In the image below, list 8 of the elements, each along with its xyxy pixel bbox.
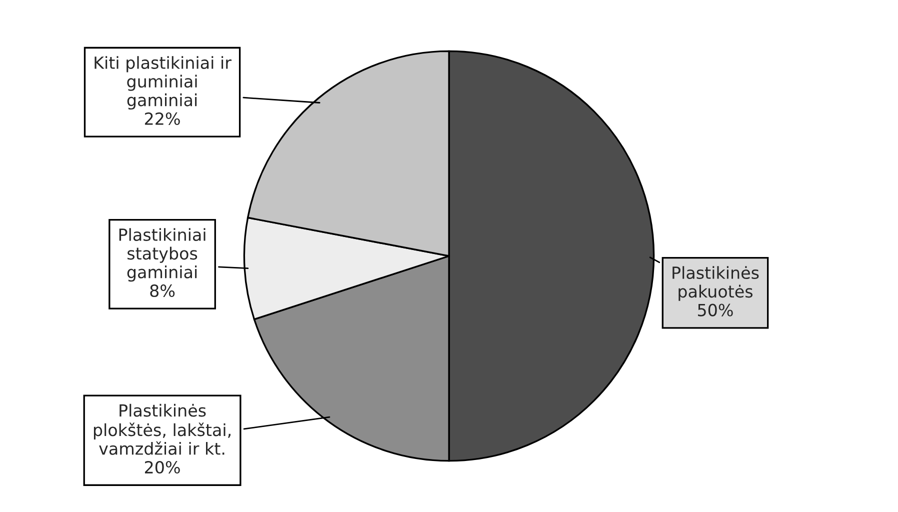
- data-label: 22%: [144, 112, 180, 125]
- data-label: 8%: [150, 284, 175, 298]
- data-label: 50%: [698, 304, 733, 316]
- slice-label: Kiti plastikiniai ir guminiai gaminiai: [94, 56, 232, 110]
- data-label: 20%: [144, 460, 180, 474]
- slice-label: Plastikinės plokštės, lakštai, vamzdžiai ir kt.: [94, 404, 230, 455]
- slice-label: Plastikinės pakuotės: [672, 266, 759, 301]
- slice-label: Plastikiniai statybos gaminiai: [119, 228, 206, 282]
